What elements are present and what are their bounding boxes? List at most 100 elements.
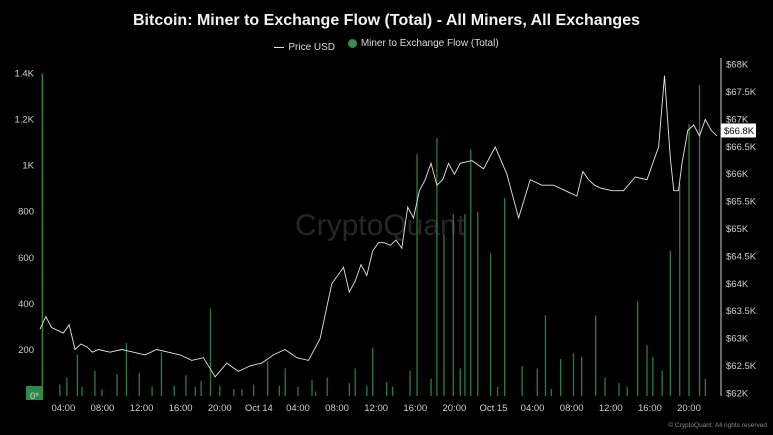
zero-marker-bg	[26, 386, 43, 400]
flow-bar	[284, 368, 286, 396]
flow-bar	[348, 383, 351, 396]
flow-bar	[253, 384, 255, 396]
flow-bar	[241, 389, 243, 396]
flow-bar	[652, 356, 654, 396]
flow-bar	[550, 389, 552, 396]
flow-bars	[41, 73, 707, 396]
x-tick-label: 12:00	[364, 403, 388, 414]
flow-bar	[637, 301, 639, 396]
flow-bar	[661, 370, 663, 396]
flow-bar	[669, 250, 672, 396]
flow-bar	[101, 389, 103, 396]
flow-bar	[704, 378, 707, 396]
right-tick-label: $66.5K	[726, 142, 757, 153]
flow-bar	[354, 368, 356, 396]
flow-bar	[94, 370, 96, 396]
x-tick-label: 12:00	[130, 403, 154, 414]
flow-bar	[386, 382, 388, 396]
flow-bar	[372, 347, 374, 396]
right-tick-label: $62.5K	[726, 361, 757, 372]
flow-bar	[219, 385, 221, 396]
x-tick-label: 16:00	[638, 403, 662, 414]
flow-bar	[536, 368, 538, 396]
flow-bar	[66, 377, 68, 396]
flow-bar	[496, 386, 499, 396]
copyright-footer: © CryptoQuant. All rights reserved	[668, 422, 767, 429]
x-tick-label: 08:00	[91, 403, 115, 414]
legend-price-swatch	[274, 47, 285, 48]
price-line	[39, 75, 718, 378]
flow-bar	[278, 385, 280, 396]
x-tick-label: Oct 15	[479, 403, 507, 414]
legend-price-label: Price USD	[288, 42, 336, 53]
flow-bar	[430, 378, 432, 396]
flow-bar	[366, 385, 368, 396]
legend: Price USD Miner to Exchange Flow (Total)	[0, 38, 773, 53]
flow-bar	[76, 354, 79, 396]
x-tick-label: 16:00	[403, 403, 427, 414]
flow-bar	[521, 366, 523, 396]
flow-bar	[477, 211, 479, 396]
flow-bar	[151, 386, 153, 396]
flow-bar	[604, 377, 606, 396]
flow-bar	[646, 345, 648, 396]
flow-bar	[81, 386, 83, 396]
x-tick-label: 08:00	[325, 403, 349, 414]
x-tick-label: 04:00	[286, 403, 310, 414]
flow-bar	[698, 85, 701, 396]
left-tick-label: 0*	[30, 391, 39, 402]
flow-bar	[59, 384, 61, 396]
legend-flow-swatch	[347, 39, 357, 48]
flow-bar	[267, 361, 269, 396]
flow-bar	[436, 138, 438, 396]
right-tick-label: $65.5K	[726, 197, 757, 208]
flow-bar	[595, 315, 597, 396]
x-tick-label: 08:00	[560, 403, 584, 414]
flow-bar	[459, 368, 461, 396]
legend-item-price[interactable]: Price USD	[274, 42, 335, 53]
flow-bar	[679, 184, 681, 396]
legend-item-flow[interactable]: Miner to Exchange Flow (Total)	[347, 38, 499, 49]
flow-bar	[173, 385, 175, 396]
right-tick-label: $63K	[726, 334, 749, 345]
right-axis: $62K $62.5K $63K $63.5K $64K $64.5K $65K $65.5K…	[726, 60, 757, 400]
flow-bar	[311, 379, 313, 396]
x-tick-label: 20:00	[208, 403, 232, 414]
flow-bar	[209, 308, 212, 396]
x-tick-label: 04:00	[521, 403, 545, 414]
flow-bar	[626, 386, 628, 396]
x-tick-label: 20:00	[677, 403, 701, 414]
flow-bar	[443, 234, 445, 396]
flow-bar	[185, 375, 187, 396]
flow-bar	[489, 253, 492, 396]
flow-bar	[200, 381, 202, 396]
right-tick-label: $64.5K	[726, 251, 757, 262]
flow-bar	[41, 73, 44, 396]
current-price-marker: $66.8K	[721, 123, 756, 138]
flow-bar	[233, 389, 235, 396]
flow-bar	[581, 356, 583, 396]
flow-bar	[452, 214, 454, 396]
flow-bar	[618, 383, 620, 396]
chart-title: Bitcoin: Miner to Exchange Flow (Total) …	[132, 12, 640, 29]
right-tick-label: $68K	[726, 60, 749, 71]
left-tick-label: 400	[18, 299, 34, 310]
flow-bar	[125, 343, 128, 396]
left-tick-label: 1.2K	[14, 115, 34, 126]
current-price-label: $66.8K	[724, 126, 755, 137]
right-tick-label: $66K	[726, 169, 749, 180]
flow-bar	[503, 197, 506, 396]
flow-bar	[160, 352, 163, 396]
flow-bar	[544, 315, 547, 396]
x-tick-label: 16:00	[169, 403, 193, 414]
flow-bar	[194, 386, 196, 396]
x-tick-label: 04:00	[51, 403, 75, 414]
watermark: CryptoQuant	[295, 209, 466, 242]
right-tick-label: $62K	[726, 388, 749, 399]
flow-bar	[314, 391, 317, 396]
flow-bar	[559, 359, 562, 396]
x-tick-label: 12:00	[599, 403, 623, 414]
flow-bar	[409, 370, 411, 396]
flow-bar	[297, 386, 299, 396]
flow-bar	[464, 214, 466, 396]
